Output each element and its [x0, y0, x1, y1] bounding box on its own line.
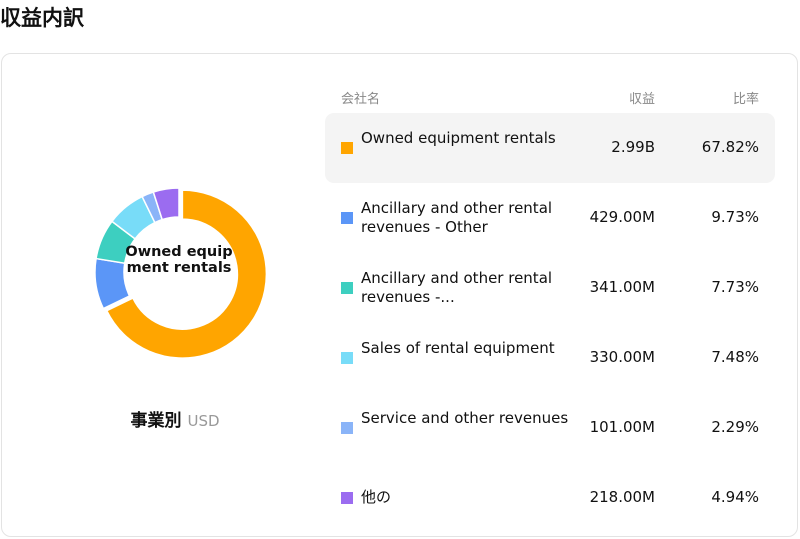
legend-revenue-value: 330.00M	[589, 348, 655, 366]
legend-row[interactable]: 他の 218.00M 4.94%	[325, 463, 775, 533]
caption-segment-label: 事業別	[130, 411, 182, 431]
legend-revenue-value: 101.00M	[589, 418, 655, 436]
legend-row[interactable]: Owned equipment rentals 2.99B 67.82%	[325, 113, 775, 183]
legend-ratio-value: 4.94%	[711, 488, 759, 506]
legend-swatch	[341, 142, 353, 154]
donut-center-label: Owned equipment rentals	[125, 244, 233, 276]
legend-revenue-value: 2.99B	[611, 138, 655, 156]
legend-swatch	[341, 492, 353, 504]
donut-chart[interactable]: Owned equipment rentals	[92, 182, 266, 362]
column-header-revenue: 収益	[628, 92, 655, 107]
donut-slice-0[interactable]	[105, 189, 266, 359]
legend-swatch	[341, 422, 353, 434]
legend-ratio-value: 2.29%	[711, 418, 759, 436]
legend-row[interactable]: Ancillary and other rental revenues - Ot…	[325, 183, 775, 253]
column-header-ratio: 比率	[732, 92, 759, 107]
legend-revenue-value: 429.00M	[589, 208, 655, 226]
legend-ratio-value: 7.73%	[711, 278, 759, 296]
legend-revenue-value: 341.00M	[589, 278, 655, 296]
legend-row[interactable]: Service and other revenues 101.00M 2.29%	[325, 393, 775, 463]
caption-currency-unit: USD	[187, 412, 220, 430]
donut-svg	[94, 187, 266, 359]
legend-swatch	[341, 352, 353, 364]
column-header-company: 会社名	[341, 92, 381, 107]
legend-revenue-value: 218.00M	[589, 488, 655, 506]
legend-row[interactable]: Ancillary and other rental revenues -...…	[325, 253, 775, 323]
legend-swatch	[341, 212, 353, 224]
donut-slice-5[interactable]	[152, 187, 180, 221]
page-title: 収益内訳	[0, 6, 84, 30]
legend-company-name: 他の	[361, 488, 392, 506]
legend-ratio-value: 9.73%	[711, 208, 759, 226]
legend-swatch	[341, 282, 353, 294]
legend-company-name: Owned equipment rentals	[361, 129, 556, 147]
legend-company-name: Ancillary and other rental revenues - Ot…	[361, 199, 553, 236]
legend-company-name: Sales of rental equipment	[361, 339, 555, 357]
legend-ratio-value: 7.48%	[711, 348, 759, 366]
legend-company-name: Ancillary and other rental revenues -...	[361, 269, 553, 306]
legend-row[interactable]: Sales of rental equipment 330.00M 7.48%	[325, 323, 775, 393]
legend-ratio-value: 67.82%	[701, 138, 759, 156]
legend-company-name: Service and other revenues	[361, 409, 569, 427]
chart-caption: 事業別 USD	[0, 406, 350, 431]
